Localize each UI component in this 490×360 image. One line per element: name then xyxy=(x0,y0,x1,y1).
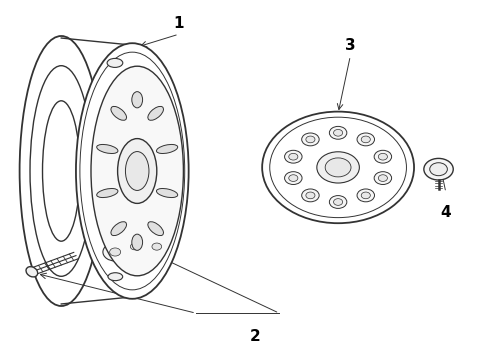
Circle shape xyxy=(334,199,343,205)
Circle shape xyxy=(285,150,302,163)
Circle shape xyxy=(361,192,370,199)
Circle shape xyxy=(306,192,315,199)
Ellipse shape xyxy=(108,273,122,281)
Text: 3: 3 xyxy=(345,37,356,53)
Circle shape xyxy=(306,136,315,143)
Circle shape xyxy=(302,189,319,202)
Circle shape xyxy=(329,195,347,208)
Circle shape xyxy=(262,112,414,223)
Text: 4: 4 xyxy=(441,205,451,220)
Circle shape xyxy=(152,243,162,250)
Circle shape xyxy=(378,153,388,160)
Circle shape xyxy=(302,133,319,146)
Circle shape xyxy=(103,243,127,261)
Ellipse shape xyxy=(111,222,126,235)
Circle shape xyxy=(130,243,139,250)
Text: 2: 2 xyxy=(249,329,260,344)
Circle shape xyxy=(317,152,359,183)
Circle shape xyxy=(424,158,453,180)
Ellipse shape xyxy=(148,222,164,235)
Ellipse shape xyxy=(97,189,118,198)
Circle shape xyxy=(125,239,145,254)
Circle shape xyxy=(146,239,168,255)
Ellipse shape xyxy=(148,107,164,120)
Circle shape xyxy=(329,126,347,139)
Ellipse shape xyxy=(118,139,157,203)
Circle shape xyxy=(378,175,388,181)
Circle shape xyxy=(289,175,298,181)
Circle shape xyxy=(357,133,374,146)
Circle shape xyxy=(357,189,374,202)
Circle shape xyxy=(374,172,392,185)
Ellipse shape xyxy=(156,189,178,198)
Ellipse shape xyxy=(132,234,143,250)
Text: 1: 1 xyxy=(173,16,184,31)
Circle shape xyxy=(361,136,370,143)
Circle shape xyxy=(374,150,392,163)
Circle shape xyxy=(285,172,302,185)
Ellipse shape xyxy=(26,267,38,277)
Ellipse shape xyxy=(156,144,178,153)
Ellipse shape xyxy=(91,66,183,276)
Ellipse shape xyxy=(111,107,126,120)
Circle shape xyxy=(325,158,351,177)
Ellipse shape xyxy=(76,43,189,299)
Circle shape xyxy=(289,153,298,160)
Ellipse shape xyxy=(125,152,149,190)
Ellipse shape xyxy=(107,58,123,67)
Ellipse shape xyxy=(132,92,143,108)
Circle shape xyxy=(110,248,121,256)
Ellipse shape xyxy=(97,144,118,153)
Circle shape xyxy=(334,130,343,136)
Circle shape xyxy=(430,163,447,176)
